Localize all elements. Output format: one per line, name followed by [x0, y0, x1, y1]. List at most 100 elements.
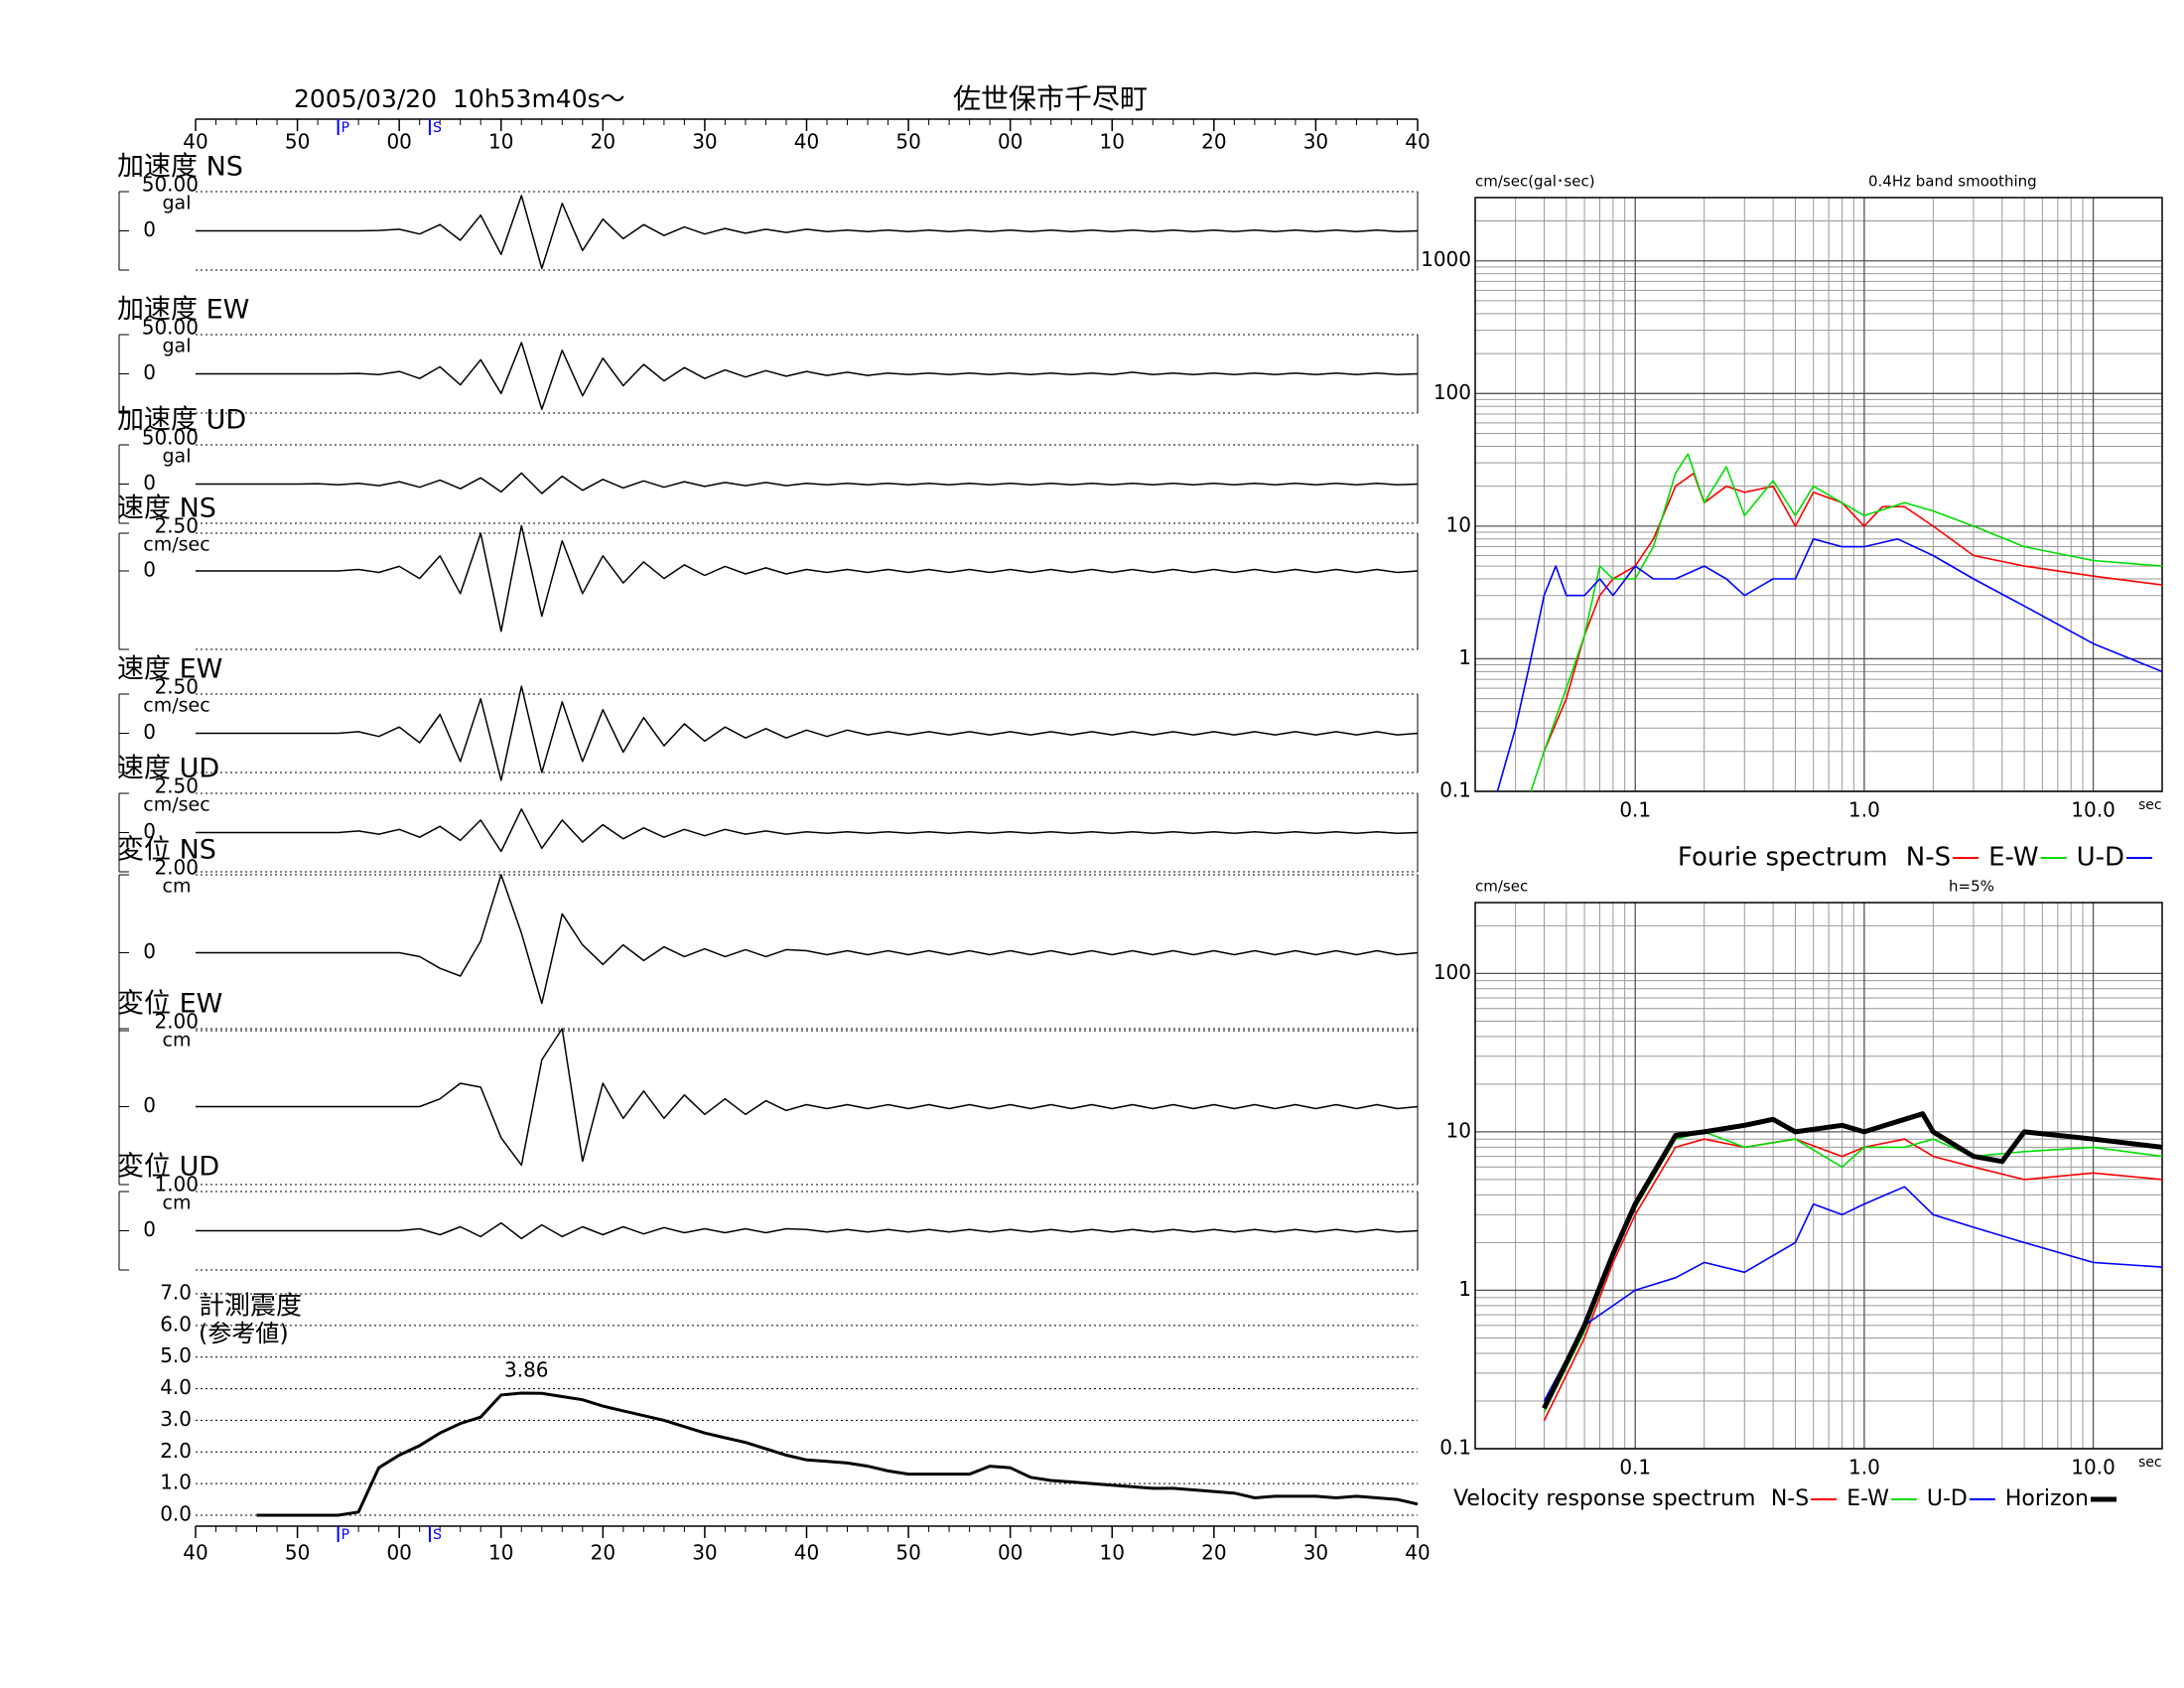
spectrum-line — [1496, 538, 2163, 792]
waveform — [196, 195, 1419, 270]
trace-unit: cm/sec — [143, 534, 209, 556]
x-tick-label: 10.0 — [2071, 798, 2116, 822]
time-tick-label: 00 — [998, 1541, 1023, 1565]
phase-label: S — [433, 120, 442, 136]
time-tick-label: 30 — [692, 130, 717, 154]
time-tick-label: 20 — [1201, 130, 1226, 154]
time-tick-label: 30 — [1303, 1541, 1328, 1565]
intensity-tick-label: 1.0 — [160, 1471, 192, 1494]
x-tick-label: 1.0 — [1848, 798, 1880, 822]
y-tick-label: 1 — [1458, 645, 1471, 669]
y-tick-label: 1000 — [1421, 247, 1471, 271]
trace-tick-label: 1.00 — [154, 1173, 199, 1196]
trace-title: 速度 UD — [117, 754, 219, 784]
trace-tick-label: 50.00 — [142, 316, 199, 340]
trace-title: 加速度 EW — [117, 295, 249, 326]
trace-tick-label: 50.00 — [142, 173, 199, 197]
time-tick-label: 40 — [794, 1541, 819, 1565]
y-tick-label: 10 — [1446, 1118, 1471, 1142]
record-title: 2005/03/20 10h53m40s～ — [294, 84, 625, 113]
time-tick-label: 00 — [998, 130, 1023, 154]
y-tick-label: 10 — [1446, 512, 1471, 536]
trace-unit: cm — [163, 1193, 192, 1214]
time-tick-label: 00 — [386, 1541, 411, 1565]
spectrum-line — [1542, 1111, 2163, 1410]
intensity-line — [256, 1391, 1419, 1517]
legend-label: E-W — [1846, 1486, 1889, 1511]
legend-label: E-W — [1988, 843, 2038, 873]
waveform — [196, 342, 1419, 410]
time-tick-label: 00 — [386, 130, 411, 154]
trace-title: 変位 UD — [117, 1152, 219, 1183]
x-axis-label: sec — [2138, 1455, 2162, 1471]
spectrum-line — [1543, 1186, 2163, 1402]
trace-tick-label: 0 — [143, 939, 156, 963]
y-tick-label: 100 — [1433, 960, 1471, 984]
trace-unit: gal — [163, 336, 192, 357]
phase-label: P — [341, 1527, 349, 1543]
intensity-tick-label: 2.0 — [160, 1439, 192, 1463]
y-tick-label: 0.1 — [1439, 1436, 1471, 1460]
trace-tick-label: 2.00 — [154, 1010, 199, 1034]
trace-tick-label: 50.00 — [142, 426, 199, 450]
trace-tick-label: 0 — [143, 557, 156, 581]
trace-tick-label: 0 — [143, 217, 156, 241]
station-name: 佐世保市千尽町 — [953, 82, 1148, 115]
x-axis-label: sec — [2138, 797, 2162, 813]
y-tick-label: 0.1 — [1439, 778, 1471, 802]
trace-tick-label: 2.50 — [154, 774, 199, 798]
chart-note: h=5% — [1949, 878, 1994, 896]
trace-tick-label: 0 — [143, 1093, 156, 1117]
time-tick-label: 50 — [285, 1541, 310, 1565]
trace-tick-label: 2.50 — [154, 675, 199, 699]
y-tick-label: 100 — [1433, 380, 1471, 404]
time-tick-label: 40 — [1405, 1541, 1430, 1565]
time-tick-label: 20 — [591, 130, 615, 154]
x-tick-label: 0.1 — [1619, 798, 1651, 822]
trace-tick-label: 2.00 — [154, 856, 199, 880]
x-tick-label: 0.1 — [1619, 1456, 1651, 1479]
trace-title: 加速度 NS — [117, 152, 243, 183]
time-tick-label: 40 — [794, 130, 819, 154]
plot-frame — [1474, 902, 2163, 1450]
legend-label: N-S — [1771, 1486, 1809, 1511]
intensity-tick-label: 0.0 — [160, 1502, 192, 1526]
legend-label: U-D — [1927, 1486, 1968, 1511]
time-tick-label: 40 — [183, 1541, 207, 1565]
time-tick-label: 30 — [692, 1541, 717, 1565]
intensity-tick-label: 6.0 — [160, 1312, 192, 1336]
time-tick-label: 40 — [1405, 130, 1430, 154]
waveform — [196, 472, 1419, 494]
spectrum-line — [1543, 472, 2163, 753]
x-tick-label: 1.0 — [1848, 1456, 1880, 1479]
waveform — [196, 685, 1419, 781]
trace-unit: cm — [163, 876, 192, 898]
trace-tick-label: 0 — [143, 819, 156, 843]
trace-tick-label: 0 — [143, 471, 156, 494]
spectrum-line — [1543, 1138, 2163, 1422]
y-tick-label: 1 — [1458, 1277, 1471, 1301]
legend-title: Fourie spectrum — [1678, 843, 1888, 873]
legend-label: U-D — [2077, 843, 2124, 873]
time-tick-label: 50 — [895, 1541, 920, 1565]
intensity-tick-label: 5.0 — [160, 1343, 192, 1367]
intensity-subtitle: (参考値) — [199, 1320, 289, 1347]
trace-title: 速度 NS — [117, 493, 216, 524]
time-tick-label: 10 — [488, 130, 513, 154]
time-tick-label: 30 — [1303, 130, 1328, 154]
waveform — [196, 1221, 1419, 1240]
time-tick-label: 20 — [1201, 1541, 1226, 1565]
trace-tick-label: 2.50 — [154, 514, 199, 538]
waveform — [196, 1028, 1419, 1167]
waveform — [196, 874, 1419, 1005]
time-tick-label: 50 — [895, 130, 920, 154]
intensity-title: 計測震度 — [199, 1292, 302, 1322]
trace-title: 加速度 UD — [117, 405, 246, 436]
trace-title: 変位 EW — [117, 989, 222, 1020]
legend-title: Velocity response spectrum — [1453, 1486, 1755, 1511]
waveform — [196, 524, 1419, 633]
intensity-tick-label: 3.0 — [160, 1407, 192, 1431]
legend-label: Horizon — [2005, 1486, 2089, 1511]
